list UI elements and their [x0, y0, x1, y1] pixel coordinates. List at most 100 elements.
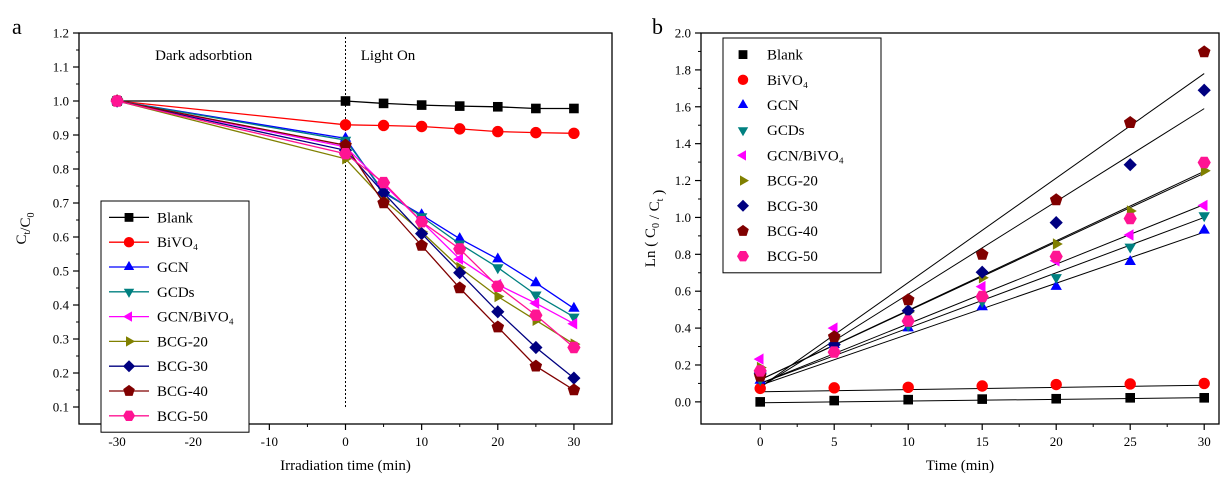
legend-label: GCN/BiVO₄: [767, 148, 844, 164]
y-tick-label: 0.8: [53, 162, 69, 177]
data-point: [415, 216, 429, 228]
chart-panel-b: b 0 5 10 15 20 25 30 0.0 0.2 0.4 0.6 0.8 1.0 1.2 1.4 1.6…: [643, 14, 1220, 474]
data-point: [453, 243, 467, 255]
data-point: [567, 383, 581, 396]
x-axis-label: Irradiation time (min): [280, 458, 411, 474]
y-tick-label: 0.3: [53, 332, 69, 347]
data-point: [755, 397, 765, 407]
data-point: [491, 280, 505, 292]
data-point: [453, 281, 466, 294]
data-point: [530, 276, 542, 287]
data-point: [492, 125, 504, 138]
plot-frame: [700, 32, 1220, 425]
data-point: [1123, 212, 1137, 225]
legend-marker: [737, 224, 749, 236]
data-point: [454, 232, 466, 242]
data-point: [1049, 250, 1063, 263]
y-tick-label: 0.2: [675, 357, 691, 372]
data-point: [1049, 193, 1063, 206]
legend-marker: [737, 127, 749, 137]
data-point: [529, 297, 540, 309]
legend: Blank BiVO₄ GCN GCDs GCN/BiVO₄ BCG-20 BCG-30 BC…: [722, 37, 882, 274]
x-tick-label: -10: [261, 434, 278, 449]
legend-box: [722, 37, 882, 274]
series-bivo-: [754, 377, 1210, 395]
data-point: [454, 101, 465, 111]
data-point: [491, 320, 505, 333]
x-tick-label: 10: [902, 434, 915, 449]
x-tick-label: -30: [108, 434, 125, 449]
legend-label: BCG-50: [157, 409, 208, 425]
y-tick-label: 0.0: [675, 394, 691, 409]
legend-marker: [737, 199, 749, 212]
data-point: [569, 103, 579, 114]
data-point: [568, 313, 580, 324]
data-point: [494, 290, 505, 303]
data-point: [529, 309, 543, 321]
series-bcg-40: [753, 45, 1211, 382]
series-bcg-40: [110, 94, 581, 396]
chart-panel-a: a -30 -20 -10 0 10 20 30 0.1 0.2 0.3 0.4 0.5 0.6 0.7 0.…: [12, 14, 613, 474]
data-point: [1197, 83, 1211, 97]
legend-label: BiVO₄: [767, 73, 808, 89]
y-tick-label: 1.2: [675, 173, 691, 188]
legend-label: BCG-30: [157, 359, 208, 375]
data-point: [902, 381, 914, 393]
data-point: [340, 96, 351, 106]
data-point: [567, 371, 581, 385]
legend: Blank BiVO₄ GCN GCDs GCN/BiVO₄ BCG-20 BCG-30 BC…: [100, 200, 250, 433]
legend-marker: [737, 251, 749, 262]
x-tick-label: 10: [415, 434, 428, 449]
y-tick-label: 1.8: [675, 62, 691, 77]
data-point: [339, 119, 352, 131]
data-point: [1124, 378, 1136, 390]
legend-marker: [123, 236, 135, 248]
data-point: [754, 382, 766, 395]
data-point: [975, 290, 989, 303]
data-point: [492, 252, 504, 263]
data-point: [415, 120, 428, 133]
data-point: [1123, 229, 1134, 241]
x-tick-label: 30: [1198, 434, 1211, 449]
legend-marker: [124, 213, 134, 222]
y-tick-label: 0.1: [53, 400, 69, 415]
legend-label: Blank: [157, 210, 193, 226]
series-bcg-50: [753, 156, 1211, 377]
data-point: [977, 394, 987, 404]
series-bcg-50: [110, 95, 581, 354]
y-tick-label: 0.5: [53, 264, 69, 279]
y-tick-label: 1.6: [675, 99, 692, 114]
data-point: [1197, 199, 1208, 212]
data-point: [827, 346, 841, 358]
y-tick-label: 1.0: [53, 94, 69, 109]
data-point: [828, 382, 840, 394]
series-line: [116, 100, 575, 318]
data-point: [529, 340, 543, 355]
legend-label: GCN: [767, 98, 799, 114]
legend-label: GCDs: [157, 285, 195, 301]
series-blank: [755, 393, 1209, 407]
data-point: [975, 265, 989, 279]
data-point: [903, 394, 913, 405]
x-tick-label: 15: [976, 434, 989, 449]
legend-label: BiVO₄: [157, 235, 198, 251]
data-point: [1197, 156, 1211, 169]
legend-marker: [123, 384, 135, 396]
data-point: [1051, 393, 1061, 404]
data-point: [1050, 378, 1062, 391]
series-gcds: [111, 97, 580, 324]
legend-label: BCG-40: [767, 224, 818, 240]
y-tick-label: 0.2: [53, 366, 69, 381]
legend-label: BCG-20: [767, 174, 818, 190]
y-tick-label: 0.8: [675, 247, 691, 262]
data-point: [110, 95, 124, 107]
legend-marker: [123, 311, 132, 322]
data-point: [453, 266, 467, 280]
x-tick-label: 0: [342, 434, 349, 449]
x-axis-label: Time (min): [926, 458, 994, 474]
y-tick-label: 2.0: [675, 26, 691, 41]
panel-label: a: [12, 14, 22, 39]
y-tick-label: 0.7: [53, 196, 70, 211]
data-point: [415, 227, 429, 241]
legend-label: BCG-20: [157, 334, 208, 350]
